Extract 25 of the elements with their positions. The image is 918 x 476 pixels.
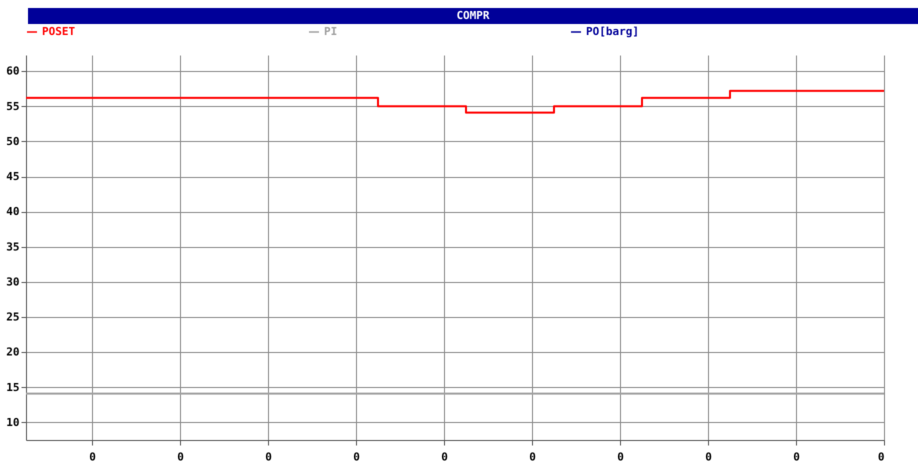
x-tick-label: 0: [353, 450, 360, 464]
y-tick-label: 30: [6, 275, 20, 288]
x-tick-label: 0: [793, 450, 800, 464]
x-tick-label: 0: [617, 450, 624, 464]
y-tick-label: 15: [6, 380, 20, 394]
y-tick-label: 40: [6, 205, 20, 218]
y-tick-label: 10: [6, 416, 20, 429]
legend-label: POSET: [42, 25, 76, 38]
y-tick-label: 35: [6, 240, 20, 254]
legend-label: PI: [324, 25, 338, 38]
legend-label: PO[barg]: [586, 25, 639, 38]
y-tick-label: 50: [6, 134, 20, 148]
y-tick-label: 60: [6, 64, 20, 78]
x-tick-label: 0: [177, 450, 184, 464]
y-tick-label: 25: [6, 310, 20, 324]
y-tick-label: 20: [6, 346, 20, 359]
y-tick-label: 45: [6, 170, 20, 184]
x-tick-label: 0: [265, 450, 272, 464]
x-tick-label: 0: [878, 450, 884, 464]
y-tick-label: 55: [6, 100, 20, 113]
x-tick-label: 0: [441, 450, 448, 464]
x-tick-label: 0: [529, 450, 536, 464]
x-tick-label: 0: [705, 450, 712, 464]
x-tick-label: 0: [89, 450, 96, 464]
chart-title: COMPR: [28, 8, 918, 24]
